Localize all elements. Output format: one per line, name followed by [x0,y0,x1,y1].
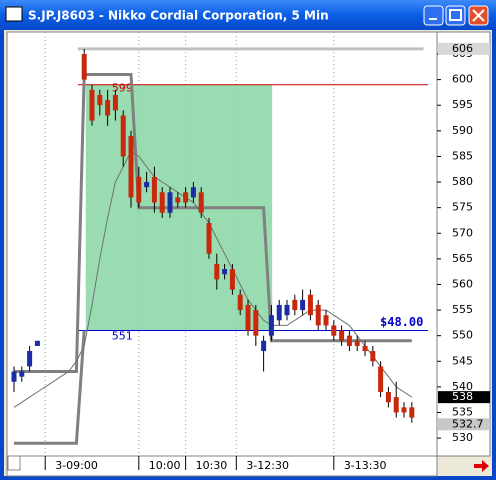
scroll-arrow[interactable] [474,460,489,472]
candle-body [222,269,228,275]
range-label: $48.00 [380,315,423,329]
x-tick-label: 3-09:00 [55,459,98,472]
candle-body [237,294,243,311]
time-axis [6,455,438,477]
candle-body [315,304,321,326]
overlay-line [14,73,412,373]
candle-body [136,176,142,203]
candle-body [198,192,204,213]
candle-body [245,304,251,331]
price-marker-label: 532.7 [452,417,484,430]
price-marker-label: 606 [452,42,473,55]
title-bar [0,0,496,30]
candle-body [144,182,150,188]
y-tick-label: 560 [452,277,473,290]
y-tick-label: 570 [452,226,473,239]
candle-body [214,263,220,280]
x-tick-label: 3-12:30 [246,459,289,472]
y-tick-label: 580 [452,175,473,188]
candle-body [331,325,337,336]
y-tick-label: 575 [452,201,473,214]
window-title: S.JP.J8603 - Nikko Cordial Corporation, … [28,9,329,23]
candle-body [151,176,157,203]
candle-body [34,340,40,346]
candle-body [346,335,352,346]
close-icon [472,9,485,22]
candle-body [339,330,345,341]
price-axis [436,31,491,457]
price-marker [438,418,490,431]
y-tick-label: 585 [452,149,473,162]
candle-body [378,366,384,393]
candle-body [300,299,306,311]
candle-body [276,304,282,321]
candle-body [112,94,118,111]
y-tick-label: 590 [452,124,473,137]
candle-body [393,397,399,413]
maximize-button[interactable] [445,5,466,26]
candle-body [183,192,189,203]
overlay-line [14,330,86,445]
reference-label: 551 [112,330,133,343]
x-tick-label: 3-13:30 [344,459,387,472]
candle-body [206,223,212,254]
reference-label: 599 [112,82,133,95]
y-tick-label: 550 [452,329,473,342]
y-tick-label: 555 [452,303,473,316]
scroll-box[interactable] [7,455,21,471]
y-tick-label: 565 [452,252,473,265]
candle-body [105,100,111,116]
candle-body [81,54,87,80]
plot: 599 551 $48.00 [11,32,428,455]
candle-body [401,407,407,413]
candle-body [284,304,290,316]
candle-body [167,192,173,213]
candle-body [409,407,415,418]
candle-body [89,89,95,121]
candle-body [362,345,368,352]
candle-body [175,197,181,203]
candle-body [190,187,196,198]
candle-body [229,269,235,290]
price-marker [438,42,490,55]
candle-body [261,340,267,352]
overlay-line [13,150,413,408]
candle-body [370,351,376,362]
candle-body [19,371,25,377]
app-icon [5,6,23,22]
candle-body [120,115,126,157]
candle-body [11,371,17,382]
minimize-button[interactable] [423,5,444,26]
candle-body [159,192,165,213]
candle-body [268,315,274,336]
candle-body [292,299,298,311]
y-tick-label: 535 [452,405,473,418]
maximize-icon [449,9,462,21]
y-tick-label: 540 [452,380,473,393]
candle-body [253,310,259,336]
y-tick-label: 600 [452,73,473,86]
candle-body [354,340,360,346]
candle-body [385,392,391,403]
y-tick-label: 595 [452,98,473,111]
y-tick-label: 545 [452,354,473,367]
x-tick-label: 10:00 [149,459,181,472]
y-tick-label: 530 [452,431,473,444]
price-marker-label: 538 [452,390,473,403]
candle-body [27,351,33,367]
candle-body [323,315,329,326]
candle-body [97,94,103,106]
x-tick-label: 10:30 [196,459,228,472]
price-marker [438,391,490,404]
candle-body [128,135,134,198]
candle-body [307,294,313,316]
